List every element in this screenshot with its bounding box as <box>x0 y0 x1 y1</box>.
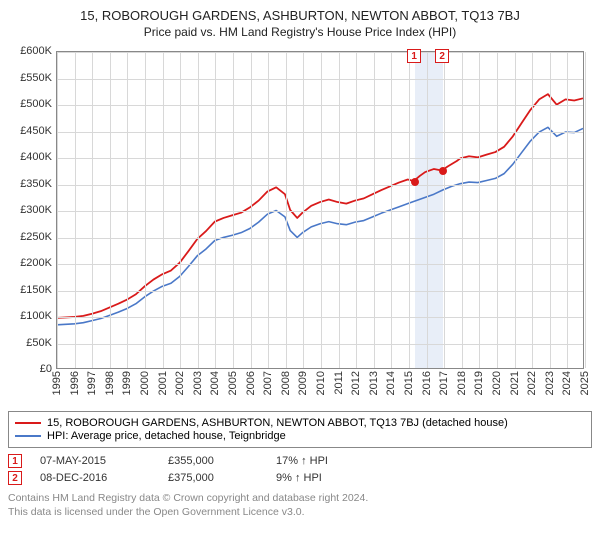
y-tick-label: £300K <box>8 204 52 216</box>
y-tick-label: £200K <box>8 257 52 269</box>
legend-label: 15, ROBOROUGH GARDENS, ASHBURTON, NEWTON… <box>47 417 508 429</box>
y-tick-label: £550K <box>8 72 52 84</box>
x-tick-label: 2006 <box>245 371 257 395</box>
y-tick-label: £500K <box>8 98 52 110</box>
x-tick-label: 2024 <box>561 371 573 395</box>
y-tick-label: £600K <box>8 45 52 57</box>
x-tick-label: 2002 <box>174 371 186 395</box>
sale-marker-dot <box>411 178 419 186</box>
x-tick-label: 2022 <box>526 371 538 395</box>
x-tick-label: 2017 <box>438 371 450 395</box>
x-tick-label: 2015 <box>403 371 415 395</box>
sale-price: £375,000 <box>168 472 258 484</box>
attribution: Contains HM Land Registry data © Crown c… <box>8 491 592 519</box>
x-tick-label: 2010 <box>315 371 327 395</box>
x-tick-label: 2011 <box>333 371 345 395</box>
x-tick-label: 1998 <box>104 371 116 395</box>
sale-date: 08-DEC-2016 <box>40 472 150 484</box>
sale-index-box: 2 <box>8 471 22 485</box>
sale-marker-dot <box>439 167 447 175</box>
y-tick-label: £350K <box>8 178 52 190</box>
sales-table: 1 07-MAY-2015 £355,000 17% ↑ HPI 2 08-DEC-201… <box>8 454 592 485</box>
x-tick-label: 2018 <box>456 371 468 395</box>
sale-date: 07-MAY-2015 <box>40 455 150 467</box>
legend-row: HPI: Average price, detached house, Teig… <box>15 430 585 442</box>
y-tick-label: £250K <box>8 231 52 243</box>
sale-row: 2 08-DEC-2016 £375,000 9% ↑ HPI <box>8 471 592 485</box>
attribution-line2: This data is licensed under the Open Gov… <box>8 505 592 519</box>
y-tick-label: £50K <box>8 337 52 349</box>
legend-label: HPI: Average price, detached house, Teig… <box>47 430 286 442</box>
x-tick-label: 2020 <box>491 371 503 395</box>
x-tick-label: 2005 <box>227 371 239 395</box>
x-tick-label: 1996 <box>69 371 81 395</box>
title-line1: 15, ROBOROUGH GARDENS, ASHBURTON, NEWTON… <box>8 8 592 23</box>
x-tick-label: 2021 <box>509 371 521 395</box>
sale-hpi: 17% ↑ HPI <box>276 455 376 467</box>
x-tick-label: 2001 <box>157 371 169 395</box>
sale-marker-box: 2 <box>435 49 449 63</box>
sale-hpi: 9% ↑ HPI <box>276 472 376 484</box>
x-tick-label: 2019 <box>473 371 485 395</box>
y-tick-label: £100K <box>8 310 52 322</box>
x-tick-label: 1997 <box>86 371 98 395</box>
legend-swatch <box>15 422 41 424</box>
x-tick-label: 2016 <box>421 371 433 395</box>
x-tick-label: 1995 <box>51 371 63 395</box>
x-tick-label: 2013 <box>368 371 380 395</box>
series-line-price_paid <box>57 94 583 318</box>
legend-swatch <box>15 435 41 437</box>
x-tick-label: 2000 <box>139 371 151 395</box>
chart-title-block: 15, ROBOROUGH GARDENS, ASHBURTON, NEWTON… <box>8 8 592 39</box>
legend-row: 15, ROBOROUGH GARDENS, ASHBURTON, NEWTON… <box>15 417 585 429</box>
x-tick-label: 2012 <box>350 371 362 395</box>
x-tick-label: 1999 <box>121 371 133 395</box>
sale-row: 1 07-MAY-2015 £355,000 17% ↑ HPI <box>8 454 592 468</box>
y-tick-label: £450K <box>8 125 52 137</box>
title-line2: Price paid vs. HM Land Registry's House … <box>8 25 592 39</box>
x-tick-label: 2014 <box>385 371 397 395</box>
attribution-line1: Contains HM Land Registry data © Crown c… <box>8 491 592 505</box>
x-tick-label: 2008 <box>280 371 292 395</box>
chart-area: 12 £0 £50K £100K £150K £200K £250K £300K £350K £… <box>8 45 592 405</box>
x-tick-label: 2003 <box>192 371 204 395</box>
x-tick-label: 2007 <box>262 371 274 395</box>
x-tick-label: 2004 <box>209 371 221 395</box>
sale-marker-box: 1 <box>407 49 421 63</box>
x-tick-label: 2009 <box>297 371 309 395</box>
sale-price: £355,000 <box>168 455 258 467</box>
legend: 15, ROBOROUGH GARDENS, ASHBURTON, NEWTON… <box>8 411 592 448</box>
line-svg <box>57 52 583 368</box>
x-tick-label: 2023 <box>544 371 556 395</box>
y-tick-label: £400K <box>8 151 52 163</box>
x-tick-label: 2025 <box>579 371 591 395</box>
plot-area: 12 <box>56 51 584 369</box>
y-tick-label: £150K <box>8 284 52 296</box>
sale-index-box: 1 <box>8 454 22 468</box>
y-tick-label: £0 <box>8 363 52 375</box>
